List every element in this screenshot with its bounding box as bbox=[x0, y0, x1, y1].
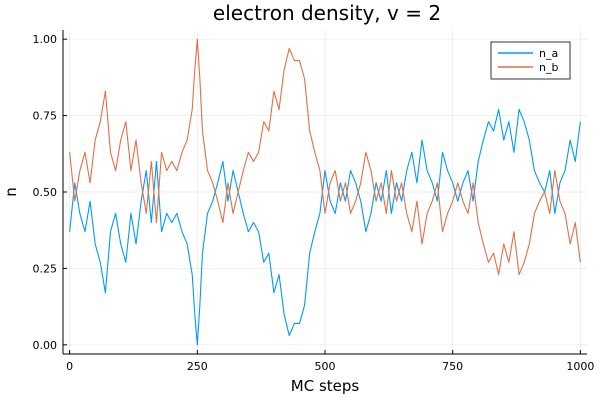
series-line-n-b bbox=[69, 38, 581, 276]
y-tick-label: 0.75 bbox=[33, 110, 58, 123]
y-axis-title: n bbox=[2, 187, 20, 197]
x-tick-label: 1000 bbox=[566, 360, 594, 373]
legend-label-n-b: n_b bbox=[539, 61, 558, 74]
y-tick-label: 0.50 bbox=[33, 186, 58, 199]
legend-label-n-a: n_a bbox=[539, 47, 558, 60]
legend: n_a n_b bbox=[490, 41, 571, 80]
x-tick-label: 500 bbox=[315, 360, 336, 373]
y-tick-label: 1.00 bbox=[33, 33, 58, 46]
y-tick-label: 0.00 bbox=[33, 339, 58, 352]
x-ticks: 0 250 500 750 1000 bbox=[66, 350, 594, 373]
y-ticks: 0.00 0.25 0.50 0.75 1.00 bbox=[33, 33, 67, 352]
x-tick-label: 750 bbox=[442, 360, 463, 373]
x-axis-title: MC steps bbox=[291, 377, 360, 395]
y-tick-label: 0.25 bbox=[33, 262, 58, 275]
legend-box bbox=[490, 41, 571, 80]
series-layer bbox=[69, 38, 581, 346]
chart-title: electron density, v = 2 bbox=[213, 1, 441, 25]
x-tick-label: 0 bbox=[66, 360, 73, 373]
series-line-n-a bbox=[69, 108, 581, 346]
x-tick-label: 250 bbox=[187, 360, 208, 373]
